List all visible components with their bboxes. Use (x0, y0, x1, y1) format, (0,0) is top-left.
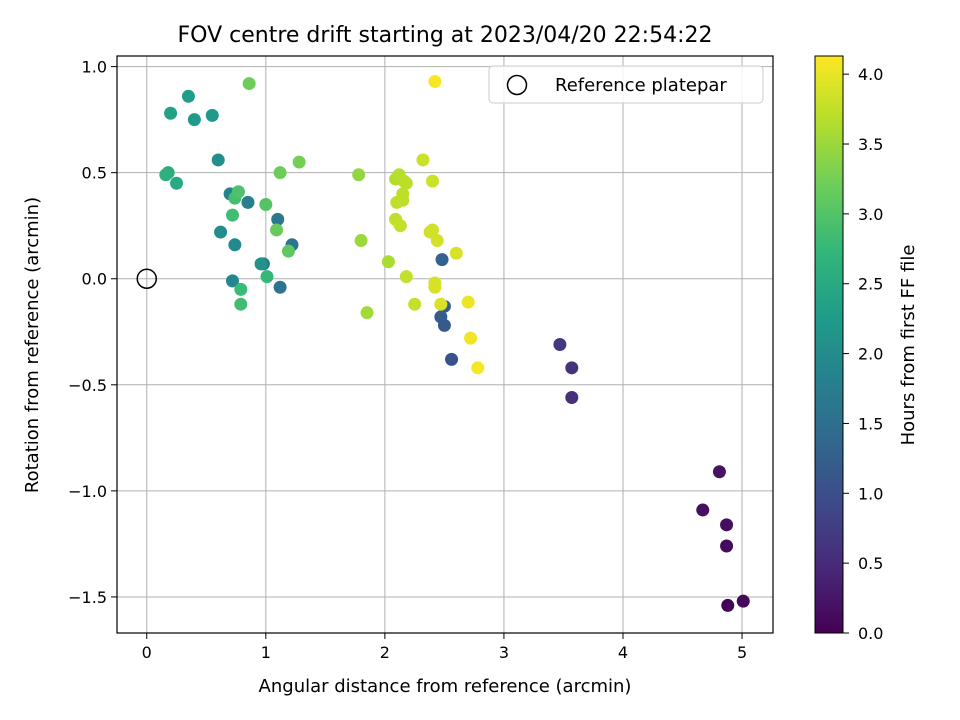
scatter-point (390, 195, 404, 209)
scatter-point (393, 219, 407, 233)
colorbar (815, 56, 843, 633)
colorbar-tick-label: 2.5 (858, 275, 883, 294)
scatter-point (170, 176, 184, 190)
scatter-point (281, 244, 295, 258)
scatter-point (273, 166, 287, 180)
scatter-point (181, 89, 195, 103)
scatter-point (721, 598, 735, 612)
scatter-point (270, 223, 284, 237)
plot-area (117, 56, 773, 633)
scatter-point (211, 153, 225, 167)
y-tick-label: −1.0 (68, 482, 107, 501)
scatter-point (428, 74, 442, 88)
colorbar-tick-label: 0.0 (858, 624, 883, 643)
legend-box (488, 65, 764, 104)
colorbar-frame (814, 55, 844, 634)
scatter-point (259, 197, 273, 211)
legend-reference-marker (506, 74, 528, 96)
scatter-point (425, 223, 439, 237)
scatter-point (360, 306, 374, 320)
scatter-point (254, 257, 268, 271)
x-tick-label: 4 (618, 643, 628, 662)
scatter-point (434, 297, 448, 311)
scatter-point (241, 195, 255, 209)
reference-platepar-marker (136, 268, 158, 289)
scatter-point (425, 174, 439, 188)
scatter-point (399, 270, 413, 284)
scatter-point (228, 238, 242, 252)
scatter-point (231, 185, 245, 199)
y-axis-ticks: −1.5 −1.0 −0.5 0.0 0.5 1.0 (68, 58, 117, 607)
plot-frame (116, 55, 774, 634)
scatter-point (464, 331, 478, 345)
scatter-point (234, 297, 248, 311)
x-axis-label: Angular distance from reference (arcmin) (259, 676, 632, 697)
scatter-point (565, 391, 579, 405)
scatter-point (736, 594, 750, 608)
y-tick-label: 1.0 (82, 58, 107, 77)
scatter-point (430, 234, 444, 248)
grid (117, 56, 773, 633)
colorbar-tick-label: 4.0 (858, 65, 883, 84)
scatter-point (354, 234, 368, 248)
scatter-point (187, 113, 201, 127)
colorbar-tick-label: 3.5 (858, 135, 883, 154)
legend-entry-label: Reference platepar (555, 75, 727, 96)
scatter-point (712, 465, 726, 479)
scatter-point (408, 297, 422, 311)
y-tick-label: −1.5 (68, 588, 107, 607)
scatter-point (242, 77, 256, 91)
reference-layer (136, 268, 158, 289)
x-tick-label: 5 (737, 643, 747, 662)
scatter-point (416, 153, 430, 167)
scatter-point (445, 352, 459, 366)
scatter-point (260, 270, 274, 284)
scatter-point (565, 361, 579, 375)
scatter-point (471, 361, 485, 375)
scatter-point (553, 338, 567, 351)
scatter-point (352, 168, 366, 182)
scatter-point (449, 246, 463, 260)
x-tick-label: 1 (261, 643, 271, 662)
legend: Reference platepar (488, 65, 764, 104)
scatter-point (720, 539, 734, 553)
scatter-points (159, 74, 750, 612)
scatter-point (159, 168, 173, 182)
colorbar-tick-label: 0.5 (858, 554, 883, 573)
scatter-point (205, 108, 219, 122)
scatter-point (399, 176, 413, 190)
scatter-point (214, 225, 228, 239)
y-axis-label: Rotation from reference (arcmin) (22, 197, 43, 493)
colorbar-tick-label: 2.0 (858, 345, 883, 364)
scatter-point (461, 295, 475, 309)
colorbar-tick-label: 1.0 (858, 484, 883, 503)
x-tick-label: 2 (380, 643, 390, 662)
colorbar-ticks: 0.0 0.5 1.0 1.5 2.0 2.5 3.0 3.5 4.0 (843, 65, 883, 643)
scatter-point (225, 208, 239, 222)
scatter-point (273, 280, 287, 294)
x-tick-label: 3 (499, 643, 509, 662)
scatter-point (428, 280, 442, 294)
scatter-point (225, 274, 239, 288)
scatter-point (381, 255, 395, 269)
chart-title: FOV centre drift starting at 2023/04/20 … (178, 23, 713, 48)
scatter-point (164, 106, 178, 120)
scatter-point (271, 212, 285, 226)
y-tick-label: −0.5 (68, 376, 107, 395)
x-tick-label: 0 (142, 643, 152, 662)
scatter-point (234, 282, 248, 296)
x-axis-ticks: 0 1 2 3 4 5 (142, 633, 747, 662)
scatter-point (696, 503, 710, 517)
scatter-point (434, 310, 448, 324)
scatter-point (435, 253, 449, 267)
y-tick-label: 0.5 (82, 164, 107, 183)
y-tick-label: 0.0 (82, 270, 107, 289)
scatter-point (292, 155, 306, 169)
colorbar-tick-label: 1.5 (858, 414, 883, 433)
colorbar-label: Hours from first FF file (898, 245, 919, 446)
scatter-point (720, 518, 734, 532)
colorbar-tick-label: 3.0 (858, 205, 883, 224)
